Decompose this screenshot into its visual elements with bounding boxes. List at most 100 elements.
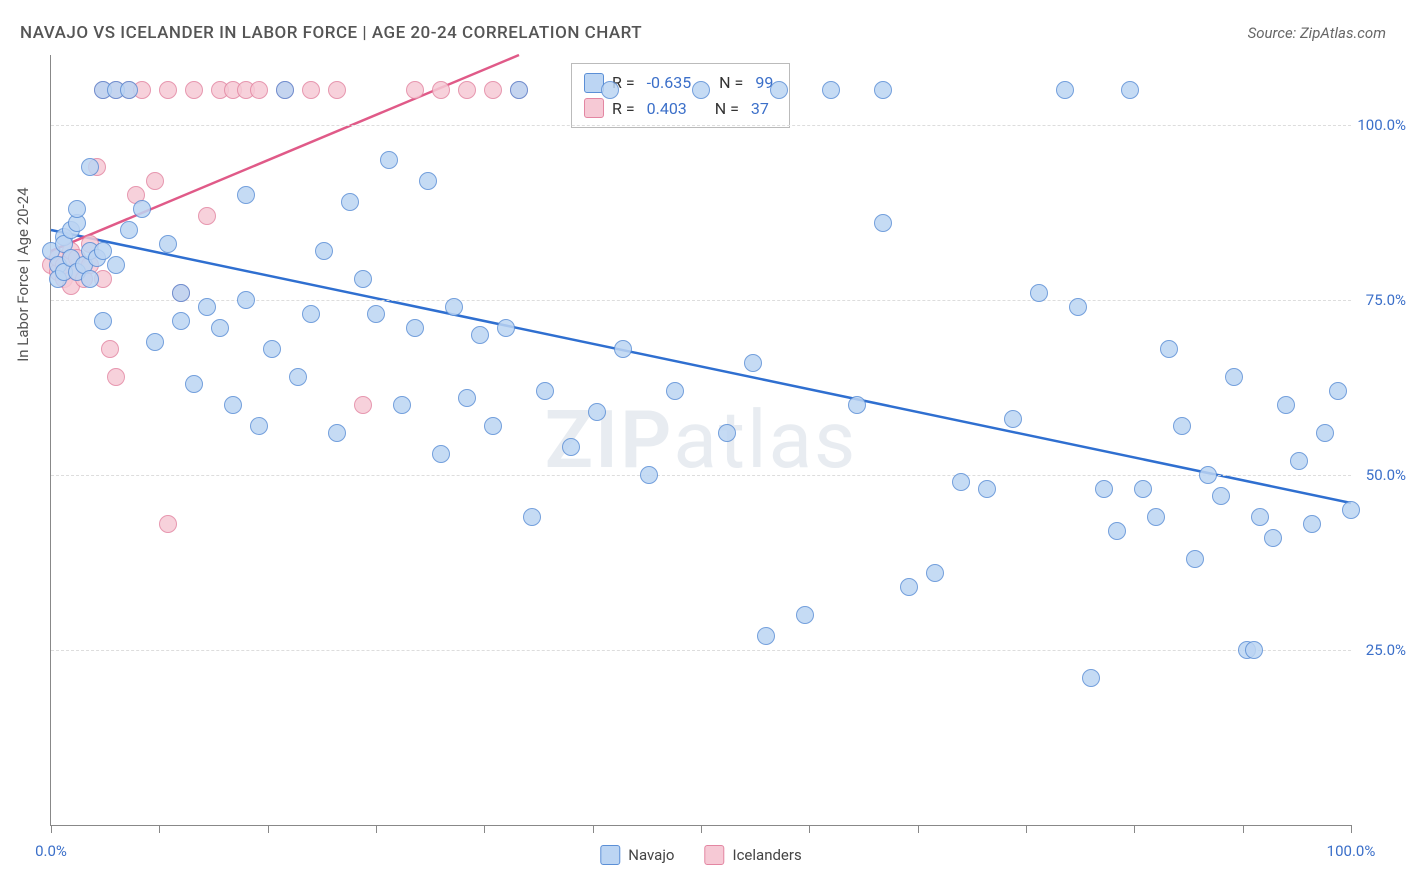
data-point	[822, 81, 840, 99]
data-point	[770, 81, 788, 99]
data-point	[1251, 508, 1269, 526]
data-point	[1095, 480, 1113, 498]
data-point	[952, 473, 970, 491]
data-point	[302, 81, 320, 99]
legend-item: Navajo	[600, 845, 674, 865]
data-point	[510, 81, 528, 99]
x-tick	[268, 825, 269, 833]
grid-line	[51, 475, 1351, 476]
data-point	[536, 382, 554, 400]
data-point	[406, 319, 424, 337]
data-point	[146, 333, 164, 351]
data-point	[588, 403, 606, 421]
y-tick-label: 75.0%	[1366, 291, 1406, 309]
stat-r-value: 0.403	[647, 96, 687, 122]
data-point	[120, 221, 138, 239]
grid-line	[51, 650, 1351, 651]
data-point	[159, 515, 177, 533]
y-tick-label: 100.0%	[1357, 116, 1406, 134]
data-point	[1121, 81, 1139, 99]
data-point	[1056, 81, 1074, 99]
legend-stats-row: R =0.403 N =37	[584, 96, 777, 122]
stat-r-value: -0.635	[647, 70, 692, 96]
data-point	[276, 81, 294, 99]
data-point	[328, 81, 346, 99]
data-point	[120, 81, 138, 99]
data-point	[1290, 452, 1308, 470]
data-point	[250, 81, 268, 99]
data-point	[848, 396, 866, 414]
x-tick	[51, 825, 52, 833]
data-point	[419, 172, 437, 190]
data-point	[406, 81, 424, 99]
data-point	[601, 81, 619, 99]
legend-swatch	[600, 845, 620, 865]
data-point	[101, 340, 119, 358]
x-tick	[701, 825, 702, 833]
data-point	[432, 81, 450, 99]
data-point	[68, 200, 86, 218]
x-tick	[918, 825, 919, 833]
data-point	[484, 81, 502, 99]
data-point	[432, 445, 450, 463]
stat-n-label: N =	[719, 70, 743, 96]
data-point	[289, 368, 307, 386]
plot-area: In Labor Force | Age 20-24 ZIPatlas R =-…	[50, 55, 1351, 826]
grid-line	[51, 125, 1351, 126]
data-point	[757, 627, 775, 645]
data-point	[1245, 641, 1263, 659]
data-point	[1225, 368, 1243, 386]
data-point	[107, 368, 125, 386]
data-point	[471, 326, 489, 344]
data-point	[1342, 501, 1360, 519]
data-point	[380, 151, 398, 169]
data-point	[900, 578, 918, 596]
x-tick	[1351, 825, 1352, 833]
data-point	[1147, 508, 1165, 526]
x-tick	[1243, 825, 1244, 833]
data-point	[562, 438, 580, 456]
data-point	[1212, 487, 1230, 505]
legend-swatch	[705, 845, 725, 865]
data-point	[237, 186, 255, 204]
bottom-legend: Navajo Icelanders	[600, 845, 801, 865]
data-point	[1264, 529, 1282, 547]
data-point	[458, 389, 476, 407]
source-label: Source: ZipAtlas.com	[1248, 24, 1386, 42]
stat-n-value: 37	[751, 96, 769, 122]
data-point	[81, 158, 99, 176]
data-point	[1082, 669, 1100, 687]
data-point	[159, 81, 177, 99]
data-point	[718, 424, 736, 442]
data-point	[1186, 550, 1204, 568]
data-point	[1030, 284, 1048, 302]
chart-header: NAVAJO VS ICELANDER IN LABOR FORCE | AGE…	[20, 18, 1386, 48]
data-point	[744, 354, 762, 372]
watermark-rest: atlas	[673, 393, 857, 487]
data-point	[1134, 480, 1152, 498]
data-point	[159, 235, 177, 253]
x-tick	[593, 825, 594, 833]
legend-label: Icelanders	[733, 846, 802, 864]
data-point	[1160, 340, 1178, 358]
data-point	[94, 312, 112, 330]
data-point	[1108, 522, 1126, 540]
x-tick	[159, 825, 160, 833]
x-tick	[1134, 825, 1135, 833]
legend-swatch	[584, 98, 604, 118]
y-tick-label: 25.0%	[1366, 641, 1406, 659]
trend-lines-svg	[51, 55, 1351, 825]
data-point	[107, 256, 125, 274]
data-point	[185, 375, 203, 393]
data-point	[1316, 424, 1334, 442]
data-point	[926, 564, 944, 582]
data-point	[146, 172, 164, 190]
data-point	[1329, 382, 1347, 400]
data-point	[198, 298, 216, 316]
data-point	[185, 81, 203, 99]
data-point	[133, 200, 151, 218]
data-point	[1303, 515, 1321, 533]
data-point	[1277, 396, 1295, 414]
data-point	[484, 417, 502, 435]
data-point	[523, 508, 541, 526]
